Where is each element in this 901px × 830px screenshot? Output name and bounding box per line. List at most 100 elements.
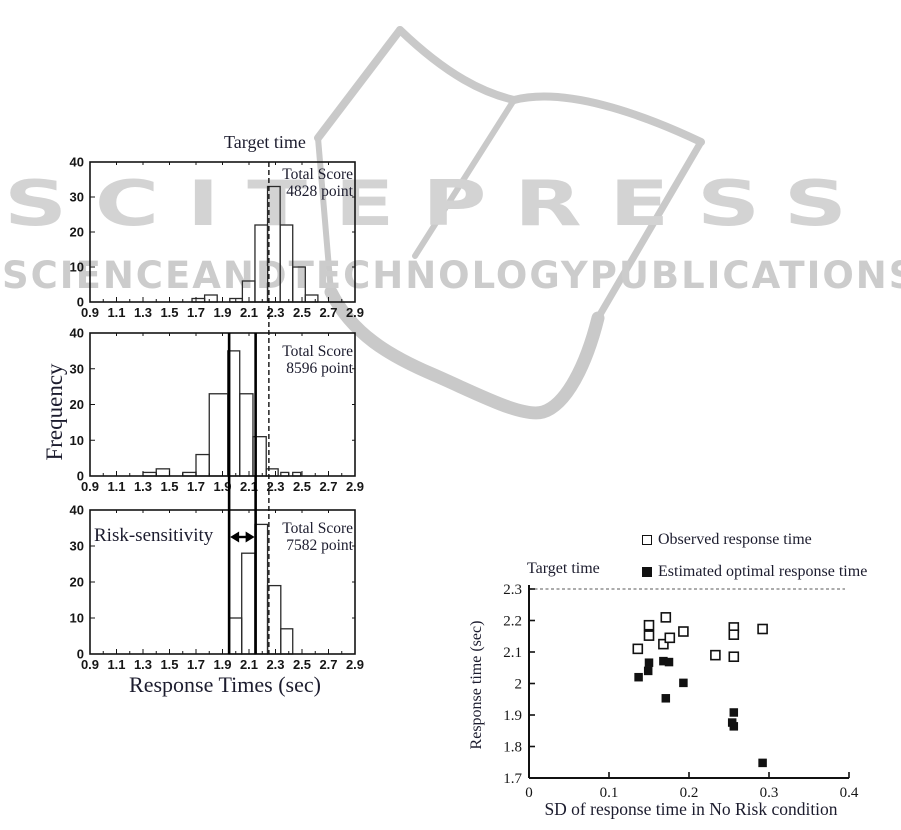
svg-text:1.1: 1.1 [107, 657, 125, 672]
total-score-value: 4828 point [286, 183, 353, 200]
estimated-points [634, 656, 767, 768]
svg-text:1.3: 1.3 [134, 305, 152, 320]
data-point [729, 722, 739, 731]
data-point [661, 694, 671, 703]
svg-text:1.8: 1.8 [503, 740, 522, 756]
svg-text:2.1: 2.1 [240, 305, 258, 320]
observed-points [632, 612, 768, 663]
svg-text:1.3: 1.3 [134, 479, 152, 494]
histogram-title: Target time [224, 132, 306, 152]
total-score-annotation-middle: Total Score 8596 point [257, 343, 353, 377]
svg-text:1.7: 1.7 [187, 305, 205, 320]
svg-text:1.7: 1.7 [187, 657, 205, 672]
svg-text:2.3: 2.3 [266, 657, 284, 672]
hist-bar [203, 294, 218, 303]
data-point [643, 619, 655, 631]
svg-text:20: 20 [70, 397, 84, 412]
data-point [644, 658, 654, 667]
data-point [758, 758, 767, 768]
watermark-word-technology: TECHNOLOGY [288, 254, 590, 297]
svg-text:1.5: 1.5 [160, 305, 178, 320]
svg-text:0.9: 0.9 [81, 657, 99, 672]
svg-text:1.9: 1.9 [213, 479, 231, 494]
svg-text:2.7: 2.7 [319, 305, 337, 320]
filled-square-marker-icon [642, 567, 652, 577]
svg-text:20: 20 [70, 225, 84, 240]
data-point [679, 678, 688, 688]
svg-text:2.1: 2.1 [240, 657, 258, 672]
arrowhead-left [230, 531, 240, 543]
data-point [664, 632, 676, 644]
svg-text:1.1: 1.1 [107, 305, 125, 320]
data-point [643, 630, 655, 641]
watermark-word-publications: PUBLICATIONS [589, 254, 901, 297]
svg-text:10: 10 [70, 611, 84, 626]
svg-text:0: 0 [77, 469, 84, 484]
hist-bar [228, 617, 243, 655]
histogram-panel-2: 0.9 1.1 1.3 1.5 1.7 1.9 2.1 2.3 2.5 2.7 2.9 0 10 20 30… [70, 326, 365, 495]
svg-text:30: 30 [70, 361, 84, 376]
histogram-panels-svg: 0.9 1.1 1.3 1.5 1.7 1.9 2.1 2.3 2.5 2.7 2.9 0 10 20 30… [70, 155, 365, 673]
svg-text:20: 20 [70, 575, 84, 590]
total-score-label: Total Score [282, 343, 353, 360]
svg-text:0: 0 [77, 647, 84, 662]
svg-text:0: 0 [525, 785, 533, 801]
scatter-target-time-label: Target time [527, 560, 600, 577]
data-point [678, 626, 689, 637]
data-point [659, 656, 668, 666]
hist-bar [208, 393, 229, 477]
watermark-word-and: AND [192, 254, 289, 297]
total-score-label: Total Score [282, 166, 353, 183]
watermark-brand-text: SCITEPRESS [4, 168, 875, 241]
watermark-word-science: SCIENCE [2, 254, 193, 297]
legend-observed: Observed response time [642, 531, 812, 549]
svg-text:1.3: 1.3 [134, 657, 152, 672]
svg-text:0.4: 0.4 [840, 785, 859, 801]
data-point [728, 651, 740, 663]
svg-text:40: 40 [70, 155, 84, 170]
svg-text:2.9: 2.9 [346, 479, 364, 494]
svg-text:0.3: 0.3 [760, 785, 779, 801]
svg-text:1.1: 1.1 [107, 479, 125, 494]
total-score-annotation-top: Total Score 4828 point [257, 166, 353, 200]
total-score-annotation-bottom: Total Score 7582 point [257, 520, 353, 554]
data-point [757, 623, 768, 635]
risk-sensitivity-annotation: Risk-sensitivity [94, 525, 214, 546]
total-score-label: Total Score [282, 520, 353, 537]
svg-text:0.2: 0.2 [680, 785, 699, 801]
hist-bar [265, 468, 279, 477]
svg-text:2.1: 2.1 [503, 645, 522, 661]
svg-text:1.9: 1.9 [213, 657, 231, 672]
watermark-tagline: SCIENCE AND TECHNOLOGY PUBLICATIONS [2, 254, 901, 297]
total-score-value: 7582 point [286, 537, 353, 554]
svg-text:2.5: 2.5 [293, 657, 311, 672]
data-point [660, 612, 672, 623]
hist-bar [292, 266, 306, 303]
svg-text:2.5: 2.5 [293, 305, 311, 320]
svg-text:0.9: 0.9 [81, 479, 99, 494]
svg-text:2.2: 2.2 [503, 614, 522, 630]
svg-text:10: 10 [70, 433, 84, 448]
svg-text:0.1: 0.1 [600, 785, 619, 801]
svg-text:2.1: 2.1 [240, 479, 258, 494]
svg-text:1.7: 1.7 [187, 479, 205, 494]
open-square-marker-icon [642, 535, 652, 545]
svg-text:2.9: 2.9 [346, 305, 364, 320]
hist-bar [155, 468, 171, 477]
svg-text:30: 30 [70, 539, 84, 554]
scatter-x-axis-title: SD of response time in No Risk condition [544, 799, 838, 819]
total-score-value: 8596 point [286, 360, 353, 377]
svg-text:0.9: 0.9 [81, 305, 99, 320]
svg-text:1.7: 1.7 [503, 771, 522, 787]
data-point [729, 708, 739, 717]
data-point [643, 666, 653, 676]
svg-text:2.9: 2.9 [346, 657, 364, 672]
data-point [728, 629, 740, 640]
svg-text:2.7: 2.7 [319, 479, 337, 494]
data-point [632, 643, 644, 655]
svg-text:2.3: 2.3 [266, 305, 284, 320]
svg-text:2.3: 2.3 [266, 479, 284, 494]
scatter-plot-svg: 0 0.1 0.2 0.3 0.4 2.3 2.2 2.1 2 1.9 1.8 1.7 [503, 582, 859, 801]
